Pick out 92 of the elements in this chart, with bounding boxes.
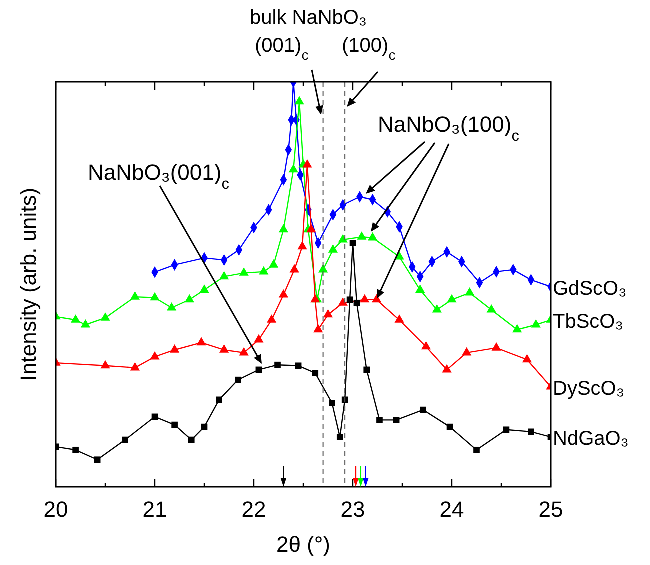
point xyxy=(122,436,128,444)
point xyxy=(328,244,338,253)
point xyxy=(100,360,110,369)
point xyxy=(420,406,426,414)
annotation: NaNbO₃(001)$_{c}$ xyxy=(88,160,230,192)
x-tick-label: 21 xyxy=(142,497,168,522)
point xyxy=(94,456,101,464)
point xyxy=(219,344,230,353)
point xyxy=(172,422,178,428)
point xyxy=(416,284,426,293)
point xyxy=(239,347,249,356)
ref-line-label: (100)$_{c}$ xyxy=(342,35,396,63)
point xyxy=(100,312,110,321)
point xyxy=(72,446,79,454)
point xyxy=(421,341,432,350)
point xyxy=(522,354,532,363)
point xyxy=(268,260,279,268)
point xyxy=(346,296,354,304)
point xyxy=(184,294,194,303)
x-axis-title: 2θ (°) xyxy=(276,532,331,557)
point xyxy=(256,366,262,374)
point xyxy=(446,424,454,430)
point xyxy=(338,298,348,306)
point xyxy=(447,294,457,303)
point xyxy=(306,224,316,233)
series-label: TbScO₃ xyxy=(553,311,624,334)
point xyxy=(357,232,367,240)
point xyxy=(70,314,81,323)
point xyxy=(512,324,522,333)
point xyxy=(201,424,208,430)
point xyxy=(294,96,304,105)
point xyxy=(393,417,400,424)
point xyxy=(364,366,370,374)
series-label: DyScO₃ xyxy=(553,378,624,400)
point xyxy=(80,319,91,328)
point xyxy=(528,428,534,436)
point xyxy=(329,400,336,406)
x-tick-label: 20 xyxy=(44,497,68,522)
point xyxy=(376,417,383,424)
point xyxy=(368,232,378,241)
point xyxy=(323,309,334,318)
point xyxy=(474,446,480,454)
ref-line-label: (001)$_{c}$ xyxy=(255,35,309,63)
point xyxy=(239,268,249,276)
point xyxy=(302,159,312,168)
point xyxy=(314,324,324,333)
series-label: NdGaO₃ xyxy=(553,428,629,450)
point xyxy=(170,344,180,353)
x-tick-label: 23 xyxy=(340,497,366,522)
point xyxy=(360,294,370,303)
point xyxy=(394,314,404,323)
point xyxy=(200,284,210,293)
point xyxy=(278,224,289,233)
point xyxy=(219,271,230,280)
point xyxy=(486,304,496,313)
point xyxy=(267,314,277,323)
point xyxy=(354,300,360,306)
x-tick-label: 25 xyxy=(538,497,564,522)
series-label: GdScO₃ xyxy=(553,278,627,300)
point xyxy=(288,164,298,173)
point xyxy=(298,241,308,250)
point xyxy=(216,396,223,404)
x-tick-label: 22 xyxy=(242,497,266,522)
point xyxy=(492,342,502,351)
point xyxy=(188,436,195,444)
point xyxy=(336,434,344,440)
point xyxy=(442,364,452,373)
text: bulk NaNbO₃ xyxy=(250,7,368,29)
point xyxy=(235,376,242,384)
annotation: NaNbO₃(100)$_{c}$ xyxy=(378,112,520,144)
point xyxy=(295,362,302,370)
point xyxy=(152,414,158,420)
x-tick-label: 24 xyxy=(440,497,464,522)
point xyxy=(167,302,177,311)
point xyxy=(278,289,289,298)
point xyxy=(150,292,160,301)
y-axis-title: Intensity (arb. units) xyxy=(16,188,41,382)
point xyxy=(350,240,356,246)
point xyxy=(259,266,269,275)
point xyxy=(465,287,475,296)
point xyxy=(432,304,442,313)
point xyxy=(130,362,140,371)
point xyxy=(531,319,541,328)
point xyxy=(274,362,281,368)
point xyxy=(503,426,510,434)
point xyxy=(150,351,160,360)
point xyxy=(254,334,264,343)
point xyxy=(312,370,319,376)
point xyxy=(290,264,300,273)
point xyxy=(196,337,206,346)
point xyxy=(462,347,472,356)
point xyxy=(130,292,140,300)
